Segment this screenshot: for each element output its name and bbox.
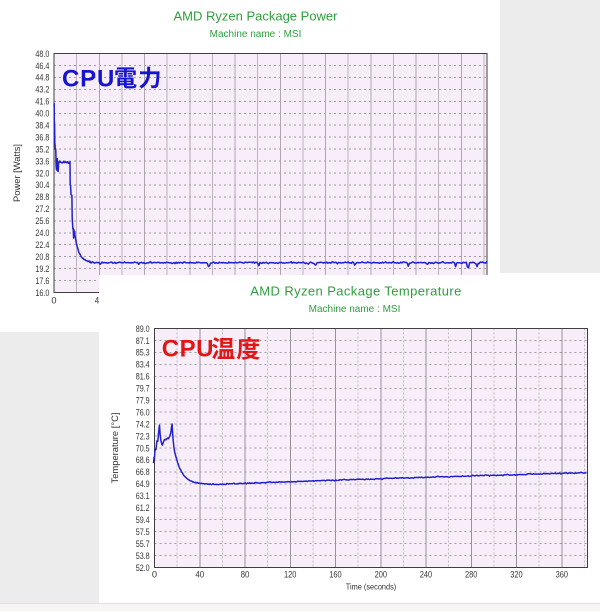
svg-text:87.1: 87.1 bbox=[136, 336, 150, 346]
svg-text:280: 280 bbox=[465, 570, 477, 580]
svg-text:16.0: 16.0 bbox=[35, 288, 49, 298]
svg-text:40: 40 bbox=[195, 570, 204, 580]
svg-text:40.0: 40.0 bbox=[35, 109, 49, 119]
svg-text:68.6: 68.6 bbox=[136, 455, 150, 465]
svg-text:0: 0 bbox=[51, 296, 56, 306]
svg-text:46.4: 46.4 bbox=[35, 61, 49, 71]
svg-text:360: 360 bbox=[556, 570, 568, 580]
svg-text:76.0: 76.0 bbox=[136, 408, 150, 418]
svg-text:36.8: 36.8 bbox=[35, 133, 49, 143]
svg-text:80: 80 bbox=[241, 570, 250, 580]
svg-text:Time (seconds): Time (seconds) bbox=[346, 582, 397, 592]
svg-text:53.8: 53.8 bbox=[136, 551, 150, 561]
svg-text:55.7: 55.7 bbox=[136, 539, 150, 549]
svg-text:38.4: 38.4 bbox=[35, 121, 49, 131]
svg-text:CPU: CPU bbox=[162, 336, 214, 363]
svg-text:66.8: 66.8 bbox=[136, 467, 150, 477]
svg-text:44.8: 44.8 bbox=[35, 73, 49, 83]
svg-text:77.9: 77.9 bbox=[136, 396, 150, 406]
svg-text:22.4: 22.4 bbox=[35, 240, 49, 250]
svg-text:Power [Watts]: Power [Watts] bbox=[11, 144, 22, 202]
svg-text:81.6: 81.6 bbox=[136, 372, 150, 382]
svg-text:17.6: 17.6 bbox=[35, 276, 49, 286]
svg-text:160: 160 bbox=[329, 570, 341, 580]
svg-text:83.4: 83.4 bbox=[136, 360, 150, 370]
svg-text:64.9: 64.9 bbox=[136, 479, 150, 489]
svg-text:35.2: 35.2 bbox=[35, 144, 49, 154]
svg-text:59.4: 59.4 bbox=[136, 515, 150, 525]
svg-text:48.0: 48.0 bbox=[35, 49, 49, 59]
svg-text:85.3: 85.3 bbox=[136, 348, 150, 358]
svg-text:Machine name : MSI: Machine name : MSI bbox=[210, 29, 302, 40]
svg-text:200: 200 bbox=[375, 570, 387, 580]
svg-text:19.2: 19.2 bbox=[35, 264, 49, 274]
svg-text:240: 240 bbox=[420, 570, 432, 580]
svg-text:70.5: 70.5 bbox=[136, 443, 150, 453]
svg-text:Temperature [°C]: Temperature [°C] bbox=[109, 413, 120, 484]
svg-text:32.0: 32.0 bbox=[35, 168, 49, 178]
svg-text:0: 0 bbox=[152, 570, 157, 580]
svg-text:AMD Ryzen Package Power: AMD Ryzen Package Power bbox=[173, 9, 338, 24]
svg-text:20.8: 20.8 bbox=[35, 252, 49, 262]
svg-text:61.2: 61.2 bbox=[136, 503, 150, 513]
svg-text:CPU: CPU bbox=[62, 66, 115, 93]
svg-text:63.1: 63.1 bbox=[136, 491, 150, 501]
svg-text:24.0: 24.0 bbox=[35, 228, 49, 238]
svg-text:25.6: 25.6 bbox=[35, 216, 49, 226]
svg-text:72.3: 72.3 bbox=[136, 431, 150, 441]
svg-text:28.8: 28.8 bbox=[35, 192, 49, 202]
svg-text:320: 320 bbox=[510, 570, 522, 580]
svg-text:33.6: 33.6 bbox=[35, 156, 49, 166]
svg-text:41.6: 41.6 bbox=[35, 97, 49, 107]
svg-text:30.4: 30.4 bbox=[35, 180, 49, 190]
svg-text:Machine name : MSI: Machine name : MSI bbox=[309, 304, 401, 315]
svg-text:57.5: 57.5 bbox=[136, 527, 150, 537]
svg-text:27.2: 27.2 bbox=[35, 204, 49, 214]
svg-text:89.0: 89.0 bbox=[136, 324, 150, 334]
svg-text:AMD Ryzen Package Temperature: AMD Ryzen Package Temperature bbox=[250, 284, 462, 299]
svg-text:74.2: 74.2 bbox=[136, 419, 150, 429]
svg-text:79.7: 79.7 bbox=[136, 384, 150, 394]
svg-text:120: 120 bbox=[284, 570, 296, 580]
svg-text:43.2: 43.2 bbox=[35, 85, 49, 95]
svg-text:52.0: 52.0 bbox=[136, 563, 150, 573]
